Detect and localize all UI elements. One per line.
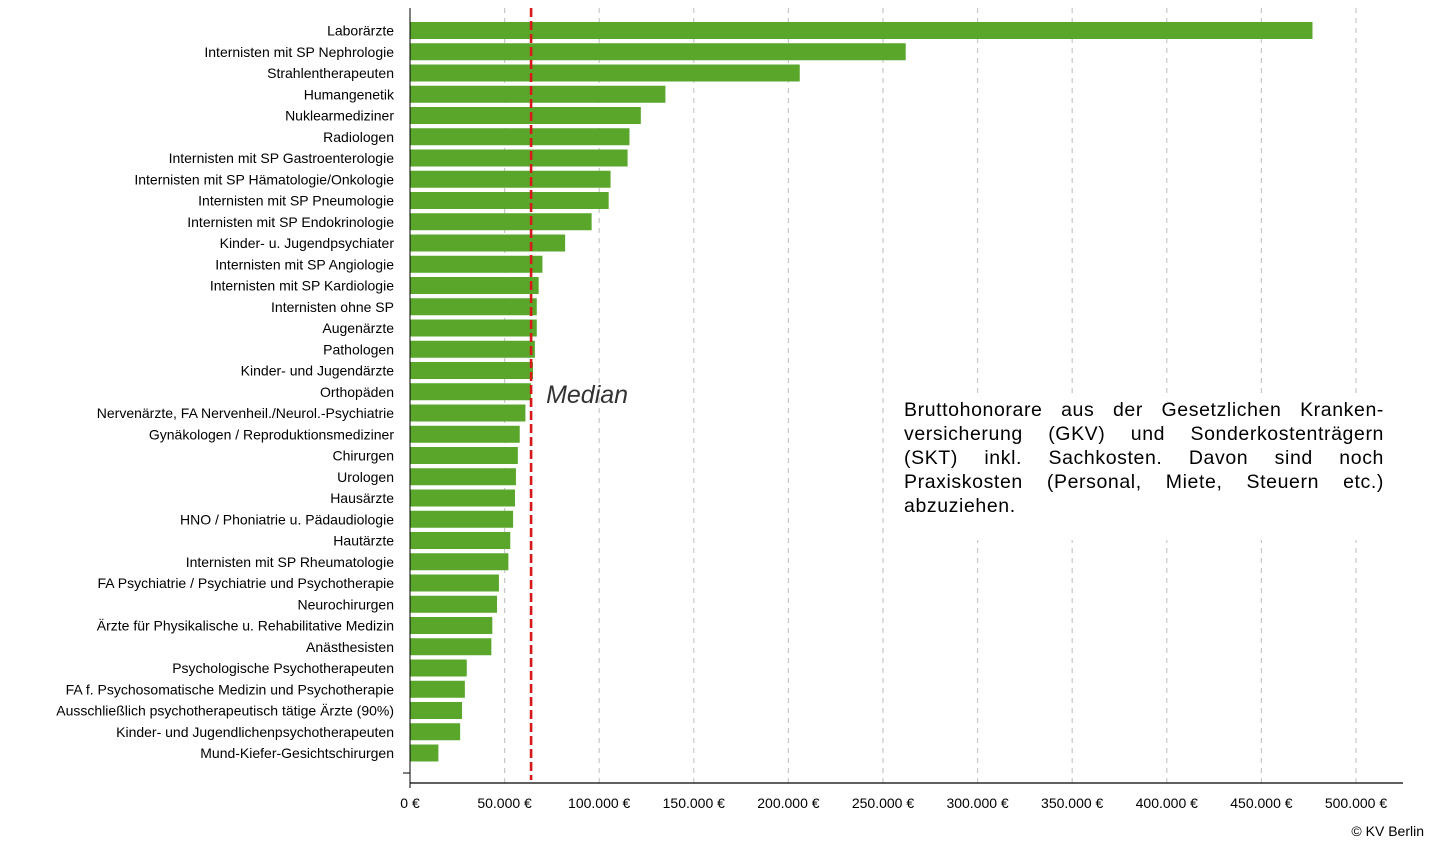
bar	[410, 234, 566, 252]
bar	[410, 213, 592, 231]
category-label: Augenärzte	[322, 320, 394, 336]
bar	[410, 22, 1313, 39]
bar	[410, 298, 537, 316]
bar	[410, 404, 526, 422]
axes	[403, 8, 1403, 788]
bar	[410, 277, 539, 294]
bar	[410, 617, 493, 634]
category-labels: Laborärzte Internisten mit SP Nephrologie…	[56, 23, 395, 762]
bar	[410, 85, 666, 103]
category-label: Internisten mit SP Rheumatologie	[186, 554, 395, 570]
category-label: Nuklearmediziner	[285, 108, 394, 124]
median-marker: Median	[529, 8, 628, 780]
x-tick-label: 250.000 €	[852, 795, 914, 811]
category-label: Chirurgen	[333, 448, 394, 464]
category-label: Internisten ohne SP	[271, 299, 394, 315]
bar	[410, 128, 630, 146]
bar	[410, 702, 463, 719]
bar	[410, 170, 611, 188]
x-tick-label: 200.000 €	[757, 795, 819, 811]
median-label: Median	[546, 381, 628, 409]
bar	[410, 723, 461, 741]
category-label: Urologen	[337, 469, 394, 485]
bar	[410, 362, 533, 379]
bar	[410, 680, 465, 698]
annotation-text: Bruttohonorare aus der Gesetzlichen Kran…	[904, 399, 1384, 517]
bar	[410, 574, 499, 592]
category-label: Laborärzte	[327, 23, 394, 39]
x-tick-label: 150.000 €	[663, 795, 725, 811]
bar	[410, 425, 520, 443]
category-label: Internisten mit SP Angiologie	[215, 256, 394, 272]
category-label: Gynäkologen / Reproduktionsmediziner	[149, 426, 394, 442]
category-label: Kinder- u. Jugendpsychiater	[220, 235, 395, 251]
bar	[410, 319, 537, 337]
copyright-text: © KV Berlin	[1351, 823, 1424, 839]
bar	[410, 255, 543, 273]
bar	[410, 43, 906, 61]
bar	[410, 107, 641, 124]
bar	[410, 149, 628, 167]
category-label: Strahlentherapeuten	[267, 65, 394, 81]
x-tick-label: 350.000 €	[1041, 795, 1103, 811]
category-label: Internisten mit SP Endokrinologie	[187, 214, 394, 230]
bar	[410, 638, 492, 656]
category-label: Internisten mit SP Hämatologie/Onkologie	[134, 171, 394, 187]
category-label: FA f. Psychosomatische Medizin und Psych…	[66, 681, 395, 697]
category-label: Kinder- und Jugendlichenpsychotherapeute…	[116, 724, 394, 740]
category-label: Humangenetik	[304, 86, 395, 102]
category-label: Internisten mit SP Kardiologie	[210, 278, 394, 294]
category-label: Orthopäden	[320, 384, 394, 400]
x-tick-label: 50.000 €	[477, 795, 532, 811]
bar	[410, 447, 518, 464]
x-tick-label: 450.000 €	[1230, 795, 1292, 811]
x-tick-label: 500.000 €	[1325, 795, 1387, 811]
category-label: Mund-Kiefer-Gesichtschirurgen	[200, 745, 394, 761]
x-tick-labels: 0 € 50.000 € 100.000 € 150.000 € 200.000 € 25…	[400, 795, 1387, 811]
bar	[410, 489, 516, 507]
category-label: FA Psychiatrie / Psychiatrie und Psychot…	[98, 575, 395, 591]
bar	[410, 192, 609, 209]
category-label: Kinder- und Jugendärzte	[241, 363, 395, 379]
category-label: Anästhesisten	[306, 639, 394, 655]
category-label: Neurochirurgen	[298, 596, 395, 612]
category-label: Psychologische Psychotherapeuten	[172, 660, 394, 676]
category-label: Internisten mit SP Gastroenterologie	[169, 150, 395, 166]
category-label: Radiologen	[323, 129, 394, 145]
bars	[410, 22, 1313, 762]
bar	[410, 595, 498, 613]
category-label: Ärzte für Physikalische u. Rehabilitativ…	[97, 618, 394, 634]
bar	[410, 510, 514, 528]
bar	[410, 659, 467, 677]
bar	[410, 553, 509, 571]
bar	[410, 532, 511, 549]
x-tick-label: 100.000 €	[568, 795, 630, 811]
category-label: Internisten mit SP Nephrologie	[204, 44, 394, 60]
bar	[410, 64, 800, 82]
category-label: Hausärzte	[330, 490, 394, 506]
bar	[410, 340, 535, 358]
bar	[410, 744, 439, 762]
category-label: Nervenärzte, FA Nervenheil./Neurol.-Psyc…	[97, 405, 394, 421]
x-tick-label: 0 €	[400, 795, 420, 811]
x-tick-label: 300.000 €	[946, 795, 1008, 811]
category-label: HNO / Phoniatrie u. Pädaudiologie	[180, 511, 394, 527]
bar	[410, 383, 532, 401]
x-tick-label: 400.000 €	[1136, 795, 1198, 811]
category-label: Pathologen	[323, 341, 394, 357]
category-label: Ausschließlich psychotherapeutisch tätig…	[56, 703, 394, 719]
category-label: Hautärzte	[333, 533, 394, 549]
annotation-box: Bruttohonorare aus der Gesetzlichen Kran…	[898, 394, 1390, 540]
category-label: Internisten mit SP Pneumologie	[198, 193, 394, 209]
bar	[410, 468, 516, 486]
